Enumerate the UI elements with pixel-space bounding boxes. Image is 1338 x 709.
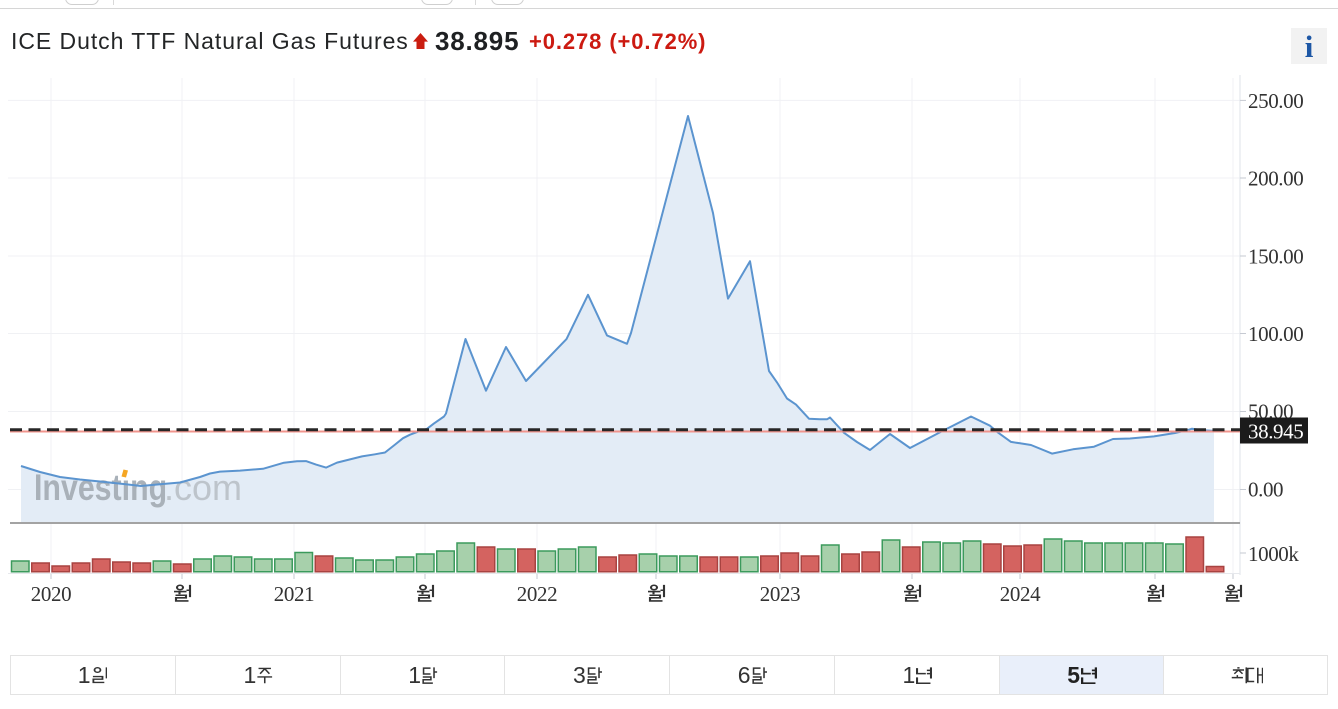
- svg-text:150.00: 150.00: [1248, 245, 1303, 269]
- svg-text:2023: 2023: [760, 582, 800, 606]
- svg-text:2021: 2021: [274, 582, 314, 606]
- svg-text:2020: 2020: [31, 582, 71, 606]
- svg-text:100.00: 100.00: [1248, 322, 1303, 346]
- svg-text:250.00: 250.00: [1248, 89, 1303, 113]
- svg-text:2024: 2024: [1000, 582, 1041, 606]
- svg-text:1000k: 1000k: [1248, 542, 1299, 566]
- svg-text:0.00: 0.00: [1248, 478, 1283, 502]
- svg-text:.com: .com: [164, 467, 242, 508]
- svg-text:2022: 2022: [517, 582, 557, 606]
- svg-text:38.945: 38.945: [1248, 420, 1303, 444]
- svg-text:Investıng: Investıng: [34, 467, 167, 509]
- svg-text:200.00: 200.00: [1248, 167, 1303, 191]
